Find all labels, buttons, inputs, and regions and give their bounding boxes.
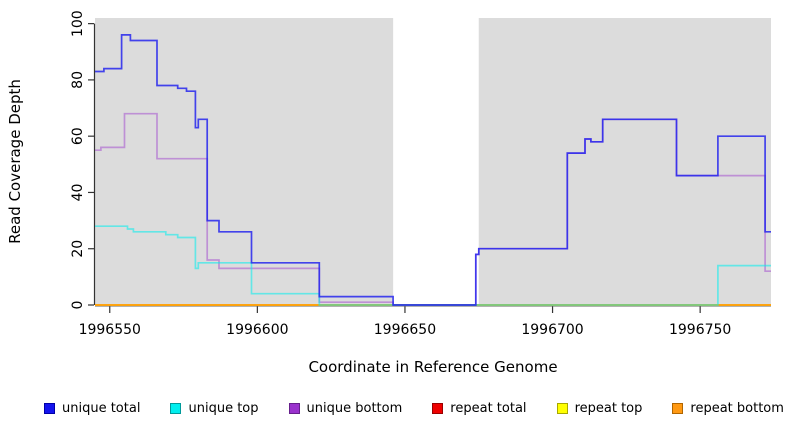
legend-label: repeat total — [450, 401, 527, 416]
data-region-background — [95, 18, 394, 305]
legend-label: repeat bottom — [690, 401, 784, 416]
legend-item-unique-bottom: unique bottom — [288, 401, 403, 416]
y-tick-label: 80 — [70, 71, 86, 89]
legend-item-repeat-top: repeat top — [556, 401, 643, 416]
x-tick-label: 1996650 — [374, 322, 436, 338]
x-tick-label: 1996750 — [669, 322, 731, 338]
y-tick-label: 0 — [70, 301, 86, 310]
legend-label: unique top — [188, 401, 259, 416]
x-axis-label: Coordinate in Reference Genome — [308, 358, 557, 376]
x-tick-label: 1996600 — [226, 322, 288, 338]
y-tick-label: 40 — [70, 184, 86, 202]
x-tick-label: 1996550 — [79, 322, 141, 338]
legend: unique total unique top unique bottom re… — [44, 401, 784, 416]
legend-label: unique bottom — [306, 401, 403, 416]
legend-label: repeat top — [574, 401, 643, 416]
y-tick-label: 20 — [70, 240, 86, 258]
legend-label: unique total — [62, 401, 141, 416]
legend-swatch-unique-total — [44, 403, 55, 414]
data-region-background — [478, 18, 771, 305]
series-line-unique-top — [95, 225, 771, 306]
legend-item-repeat-bottom: repeat bottom — [672, 401, 784, 416]
series-line-unique-total — [95, 34, 771, 306]
y-axis-label: Read Coverage Depth — [6, 79, 24, 244]
legend-item-repeat-total: repeat total — [432, 401, 527, 416]
legend-swatch-repeat-top — [556, 403, 568, 414]
y-tick-label: 100 — [70, 10, 86, 37]
x-tick-label: 1996700 — [521, 322, 583, 338]
coverage-plot: 0 20 40 60 80 100 1996550 1996600 1996650 1996700… — [6, 10, 771, 376]
y-tick-label: 60 — [70, 127, 86, 145]
legend-swatch-unique-bottom — [288, 403, 300, 414]
legend-item-unique-total: unique total — [44, 401, 140, 416]
legend-swatch-repeat-total — [432, 403, 444, 414]
legend-swatch-unique-top — [170, 403, 182, 414]
legend-swatch-repeat-bottom — [672, 403, 684, 414]
legend-item-unique-top: unique top — [170, 401, 259, 416]
